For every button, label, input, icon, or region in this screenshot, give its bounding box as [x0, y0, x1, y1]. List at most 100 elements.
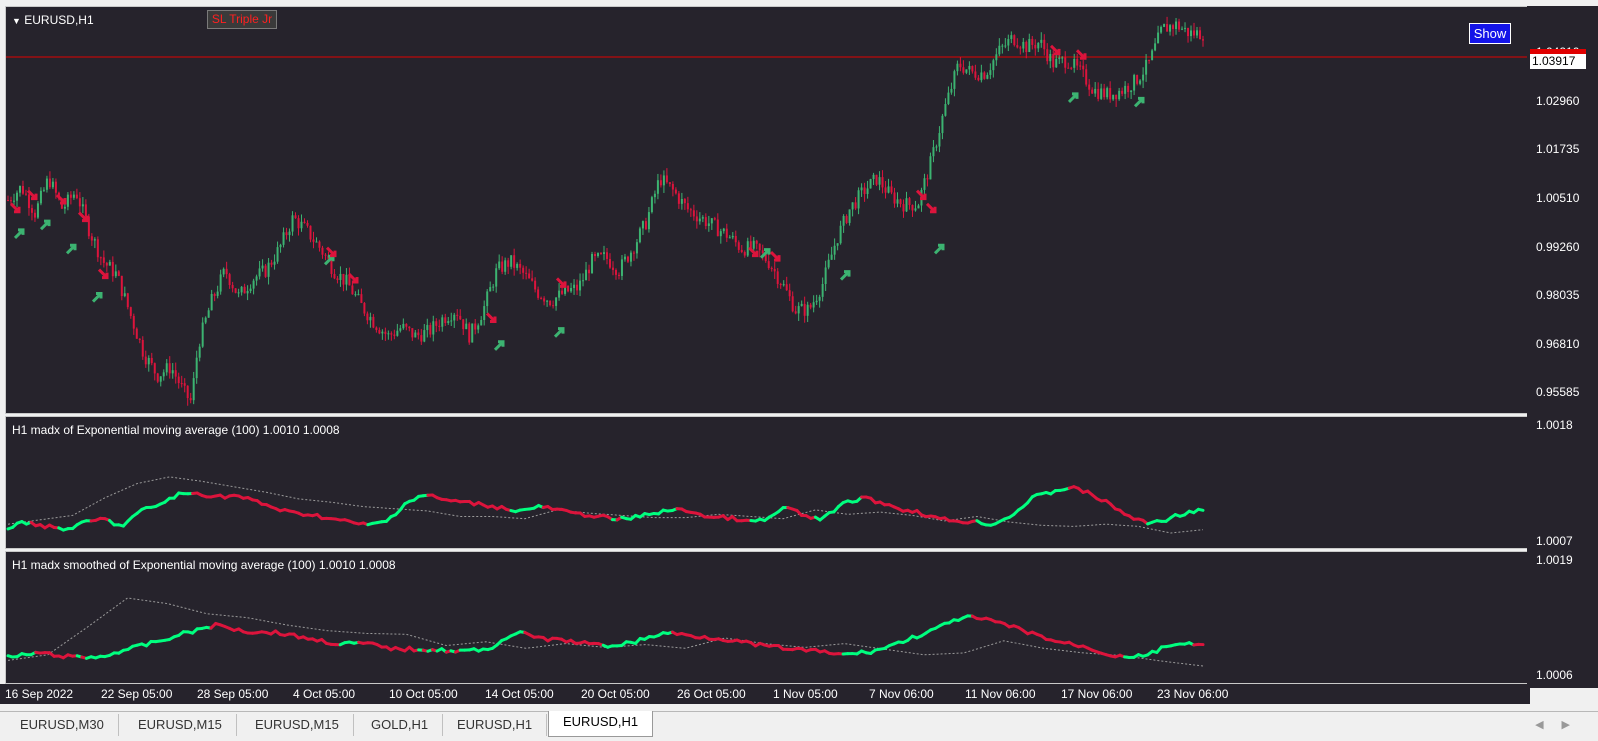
candle-body: [471, 323, 473, 342]
tab-eurusd-m30[interactable]: EURUSD,M30: [6, 714, 119, 736]
candle-body: [393, 335, 395, 336]
candle-body: [642, 221, 644, 228]
candle-body: [959, 64, 961, 68]
candle-body: [708, 223, 710, 226]
candle-body: [879, 177, 881, 185]
candle-body: [124, 293, 126, 296]
candle-body: [369, 317, 371, 320]
candle-body: [381, 332, 383, 334]
candle-body: [675, 190, 677, 194]
candle-body: [55, 182, 57, 193]
buy-arrow-icon: [935, 245, 943, 253]
candle-body: [103, 257, 105, 263]
candle-body: [615, 270, 617, 275]
candle-body: [271, 263, 273, 265]
tab-scroll-arrows-icon[interactable]: ◀▶: [1535, 718, 1588, 731]
candle-body: [753, 241, 755, 249]
candle-body: [756, 241, 758, 244]
candle-body: [885, 187, 887, 192]
candle-body: [274, 262, 276, 265]
candle-body: [1076, 59, 1078, 66]
candle-body: [732, 236, 734, 237]
candle-body: [965, 69, 967, 72]
candle-body: [1091, 90, 1093, 94]
candle-body: [480, 320, 482, 325]
candle-body: [669, 182, 671, 184]
tab-eurusd-h1-active[interactable]: EURUSD,H1: [548, 711, 653, 737]
candle-body: [112, 262, 114, 276]
price-tick: 0.98035: [1536, 288, 1579, 302]
candle-body: [1136, 75, 1138, 84]
show-button[interactable]: Show: [1469, 23, 1511, 44]
madx-smoothed-axis-bottom: 1.0006: [1536, 668, 1573, 682]
candle-body: [31, 208, 33, 213]
candle-body: [609, 259, 611, 268]
candle-body: [594, 254, 596, 256]
candle-body: [1199, 30, 1201, 39]
candle-body: [777, 271, 779, 284]
candle-body: [40, 191, 42, 204]
candle-body: [205, 318, 207, 323]
time-tick: 4 Oct 05:00: [293, 687, 355, 701]
candle-body: [277, 247, 279, 262]
candle-body: [232, 285, 234, 288]
candle-body: [1145, 60, 1147, 75]
candle-body: [543, 298, 545, 301]
candle-body: [639, 228, 641, 242]
candle-body: [654, 194, 656, 197]
candle-body: [1019, 47, 1021, 48]
chart-tabs: EURUSD,M30 EURUSD,M15 EURUSD,M15 GOLD,H1…: [0, 711, 1598, 741]
candle-body: [867, 188, 869, 194]
candle-body: [309, 226, 311, 240]
madx-smoothed-pane[interactable]: H1 madx smoothed of Exponential moving a…: [5, 551, 1530, 684]
candle-body: [816, 301, 818, 302]
candle-body: [384, 332, 386, 334]
time-axis[interactable]: 16 Sep 2022 22 Sep 05:00 28 Sep 05:00 4 …: [0, 684, 1530, 704]
candle-body: [235, 288, 237, 293]
time-tick: 26 Oct 05:00: [677, 687, 746, 701]
candle-body: [420, 335, 422, 341]
tab-eurusd-h1[interactable]: EURUSD,H1: [443, 714, 547, 736]
candle-body: [399, 328, 401, 330]
candle-body: [932, 147, 934, 156]
tab-eurusd-m15[interactable]: EURUSD,M15: [241, 714, 354, 736]
candle-body: [891, 186, 893, 192]
candle-body: [301, 222, 303, 228]
price-pane[interactable]: ▼ EURUSD,H1: [5, 6, 1530, 414]
candle-body: [387, 333, 389, 334]
candle-body: [426, 325, 428, 330]
candle-body: [540, 298, 542, 299]
sell-arrow-icon: [99, 270, 107, 278]
candle-body: [600, 253, 602, 254]
candle-body: [214, 294, 216, 296]
candle-body: [414, 333, 416, 338]
candle-body: [85, 204, 87, 216]
candle-body: [366, 314, 368, 321]
candle-body: [1202, 39, 1204, 40]
candle-body: [28, 194, 30, 208]
candle-body: [810, 305, 812, 308]
candle-body: [396, 331, 398, 336]
buy-arrow-icon: [67, 245, 75, 253]
price-axis[interactable]: 1.04210 1.02960 1.01735 1.00510 0.99260 …: [1527, 6, 1598, 688]
candle-body: [339, 274, 341, 280]
candle-body: [247, 291, 249, 293]
candle-body: [573, 285, 575, 288]
madx-pane[interactable]: H1 madx of Exponential moving average (1…: [5, 416, 1530, 549]
candle-body: [1016, 45, 1018, 47]
candle-body: [864, 187, 866, 194]
tab-eurusd-m15[interactable]: EURUSD,M15: [124, 714, 237, 736]
candle-body: [834, 246, 836, 255]
sl-triple-badge[interactable]: SL Triple Jr: [207, 10, 277, 29]
candle-body: [76, 195, 78, 199]
candle-body: [1052, 54, 1054, 67]
candle-body: [268, 263, 270, 277]
tab-gold-h1[interactable]: GOLD,H1: [357, 714, 443, 736]
candle-body: [923, 178, 925, 190]
candle-body: [588, 270, 590, 274]
current-price-tag: 1.03917: [1530, 54, 1586, 69]
candle-body: [354, 294, 356, 295]
candle-body: [522, 268, 524, 273]
candle-body: [1184, 28, 1186, 29]
candle-body: [1022, 42, 1024, 49]
